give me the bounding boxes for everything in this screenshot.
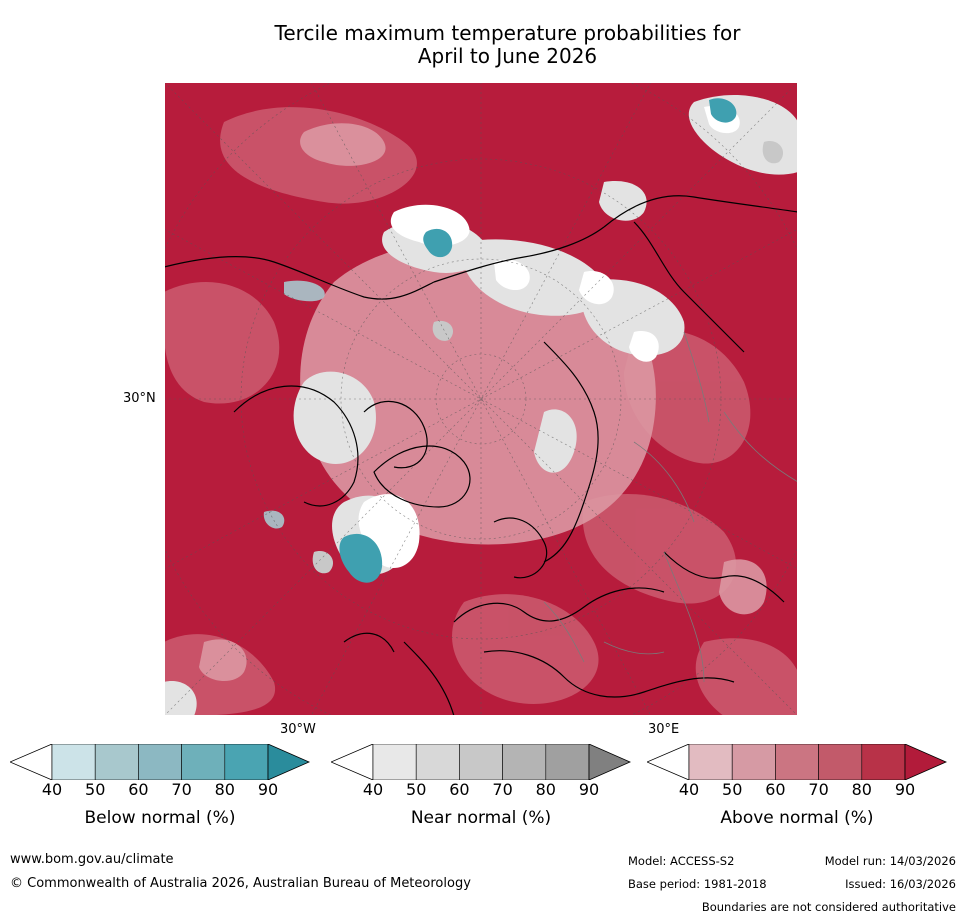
footer-copyright: © Commonwealth of Australia 2026, Austra…: [10, 876, 471, 891]
near-normal-dark-region: [312, 141, 784, 574]
forecast-map[interactable]: [164, 82, 798, 716]
lon-label-30e: 30°E: [648, 722, 680, 737]
colorbar-tick-label: 90: [578, 780, 600, 799]
colorbar-tick-label: 80: [214, 780, 235, 799]
colorbar-tick-label: 50: [722, 780, 743, 799]
colorbar-extend-high: [267, 744, 310, 780]
colorbar-extend-low: [647, 744, 690, 780]
colorbar-swatch: [861, 744, 906, 780]
colorbar-swatch: [51, 744, 96, 780]
colorbar-near-normal-swatches: [331, 744, 631, 780]
footer-disclaimer: Boundaries are not considered authoritat…: [701, 900, 956, 914]
lon-label-30w: 30°W: [280, 722, 316, 737]
colorbar-below-normal-swatches: [10, 744, 310, 780]
colorbar-swatch: [545, 744, 590, 780]
colorbar-extend-low: [331, 744, 374, 780]
footer-base-period: Base period: 1981-2018: [628, 877, 767, 891]
colorbar-swatch: [224, 744, 269, 780]
colorbar-tick-label: 70: [492, 780, 513, 799]
footer-issued: Issued: 16/03/2026: [845, 877, 956, 891]
colorbar-extend-high: [904, 744, 947, 780]
colorbar-tick-label: 70: [808, 780, 829, 799]
lat-label-30n: 30°N: [123, 391, 156, 406]
colorbar-tick-label: 40: [41, 780, 63, 799]
colorbar-swatch: [731, 744, 776, 780]
colorbar-tick-label: 40: [678, 780, 700, 799]
colorbar-swatch: [818, 744, 863, 780]
colorbar-swatch: [181, 744, 226, 780]
colorbar-tick-label: 60: [765, 780, 786, 799]
colorbar-swatch: [775, 744, 819, 780]
colorbar-below-normal-label: Below normal (%): [84, 808, 236, 828]
country-borders: [543, 331, 798, 683]
colorbar-tick-label: 50: [406, 780, 427, 799]
colorbar-near-normal-ticks: 40 50 60 70 80 90: [331, 780, 631, 800]
footer-model: Model: ACCESS-S2: [628, 854, 735, 868]
colorbar-below-normal: 40 50 60 70 80 90 Below normal (%): [10, 744, 310, 828]
colorbar-tick-label: 40: [362, 780, 384, 799]
colorbar-extend-high: [588, 744, 631, 780]
map-title: Tercile maximum temperature probabilitie…: [160, 22, 855, 68]
colorbar-above-normal-swatches: [647, 744, 947, 780]
colorbar-swatch: [138, 744, 182, 780]
footer-model-run: Model run: 14/03/2026: [824, 854, 956, 868]
colorbar-swatch: [502, 744, 547, 780]
map-title-line1: Tercile maximum temperature probabilitie…: [274, 21, 741, 45]
colorbar-tick-label: 60: [128, 780, 149, 799]
colorbar-tick-label: 70: [171, 780, 192, 799]
colorbar-tick-label: 60: [449, 780, 470, 799]
colorbar-swatch: [688, 744, 733, 780]
colorbar-near-normal-label: Near normal (%): [410, 808, 552, 828]
colorbar-above-normal-ticks: 40 50 60 70 80 90: [647, 780, 947, 800]
colorbar-swatch: [415, 744, 460, 780]
below-normal-region: [339, 98, 737, 583]
graticule: [164, 82, 798, 716]
below-normal-light-region: [263, 280, 325, 529]
colorbar-swatch: [94, 744, 139, 780]
colorbar-swatch: [372, 744, 417, 780]
above-low-region: [199, 123, 767, 682]
colorbar-tick-label: 50: [85, 780, 106, 799]
colorbar-above-normal: 40 50 60 70 80 90 Above normal (%): [647, 744, 947, 828]
colorbar-tick-label: 80: [535, 780, 556, 799]
colorbar-below-normal-ticks: 40 50 60 70 80 90: [10, 780, 310, 800]
footer-url[interactable]: www.bom.gov.au/climate: [10, 852, 174, 867]
colorbar-near-normal: 40 50 60 70 80 90 Near normal (%): [331, 744, 631, 828]
colorbar-tick-label: 90: [257, 780, 279, 799]
colorbar-above-normal-label: Above normal (%): [720, 808, 874, 828]
coastlines: [164, 195, 798, 716]
colorbar-extend-low: [10, 744, 53, 780]
colorbar-tick-label: 90: [894, 780, 916, 799]
colorbar-tick-label: 80: [851, 780, 872, 799]
map-title-line2: April to June 2026: [417, 44, 598, 68]
colorbar-swatch: [459, 744, 503, 780]
